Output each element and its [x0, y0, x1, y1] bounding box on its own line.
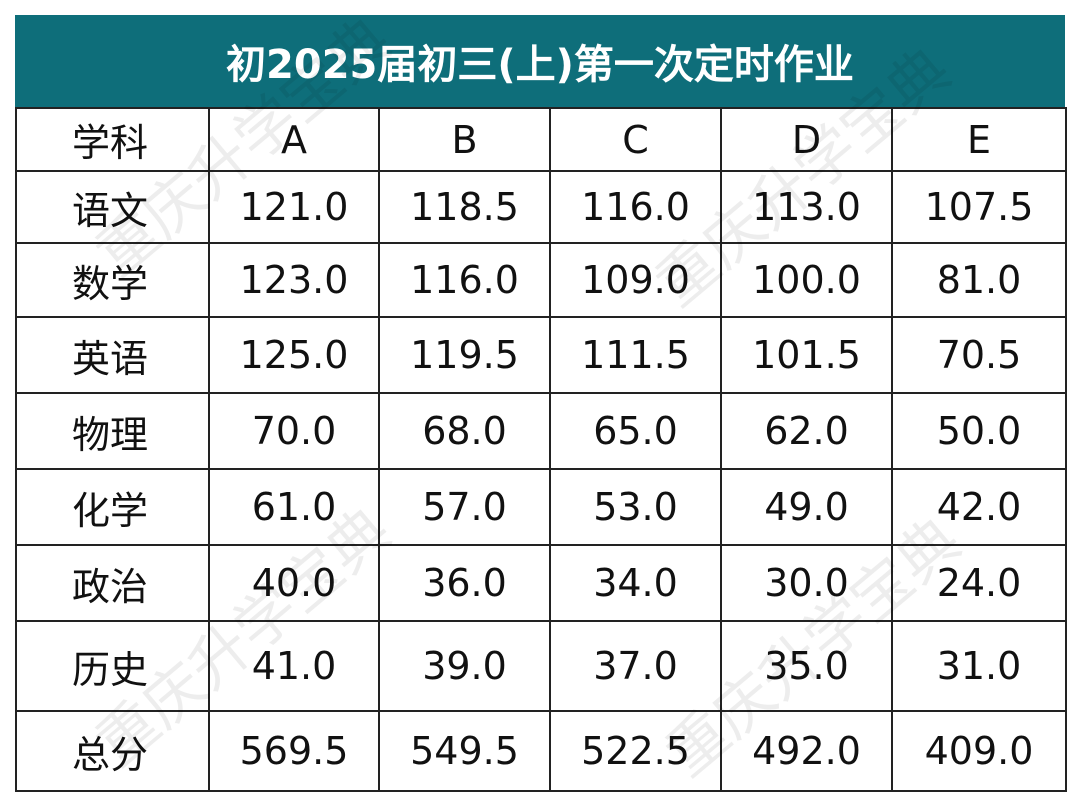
row-label: 语文	[15, 170, 210, 244]
data-row: 数学 123.0 116.0 109.0 100.0 81.0	[15, 242, 1067, 318]
cell: 549.5	[378, 710, 551, 792]
row-label: 总分	[15, 710, 210, 792]
cell: 39.0	[378, 620, 551, 712]
cell: 492.0	[720, 710, 893, 792]
cell: 100.0	[720, 242, 893, 318]
row-label: 英语	[15, 316, 210, 394]
cell: 24.0	[891, 544, 1067, 622]
cell: 107.5	[891, 170, 1067, 244]
cell: 109.0	[549, 242, 722, 318]
data-row: 政治 40.0 36.0 34.0 30.0 24.0	[15, 544, 1067, 622]
cell: 101.5	[720, 316, 893, 394]
cell: C	[549, 107, 722, 172]
cell: 409.0	[891, 710, 1067, 792]
data-row: 总分 569.5 549.5 522.5 492.0 409.0	[15, 710, 1067, 792]
cell: 125.0	[208, 316, 380, 394]
cell: 35.0	[720, 620, 893, 712]
row-label: 学科	[15, 107, 210, 172]
cell: 50.0	[891, 392, 1067, 470]
data-row: 历史 41.0 39.0 37.0 35.0 31.0	[15, 620, 1067, 712]
cell: 65.0	[549, 392, 722, 470]
row-label: 历史	[15, 620, 210, 712]
cell: 116.0	[378, 242, 551, 318]
cell: B	[378, 107, 551, 172]
cell: 49.0	[720, 468, 893, 546]
cell: 70.5	[891, 316, 1067, 394]
title: 初2025届初三(上)第一次定时作业	[15, 15, 1065, 107]
data-row: 物理 70.0 68.0 65.0 62.0 50.0	[15, 392, 1067, 470]
cell: 57.0	[378, 468, 551, 546]
cell: 118.5	[378, 170, 551, 244]
cell: 40.0	[208, 544, 380, 622]
cell: 68.0	[378, 392, 551, 470]
row-label: 政治	[15, 544, 210, 622]
cell: 116.0	[549, 170, 722, 244]
cell: 62.0	[720, 392, 893, 470]
cell: 123.0	[208, 242, 380, 318]
data-row: 语文 121.0 118.5 116.0 113.0 107.5	[15, 170, 1067, 244]
cell: 522.5	[549, 710, 722, 792]
cell: 36.0	[378, 544, 551, 622]
cell: 34.0	[549, 544, 722, 622]
header-row: 学科 A B C D E	[15, 107, 1067, 172]
score-table: 学科 A B C D E 语文 121.0 118.5 116.0 113.0 107.5 数学 123.…	[15, 107, 1067, 792]
cell: E	[891, 107, 1067, 172]
cell: 61.0	[208, 468, 380, 546]
cell: 121.0	[208, 170, 380, 244]
cell: 37.0	[549, 620, 722, 712]
cell: 31.0	[891, 620, 1067, 712]
row-label: 化学	[15, 468, 210, 546]
row-label: 数学	[15, 242, 210, 318]
cell: D	[720, 107, 893, 172]
cell: 111.5	[549, 316, 722, 394]
cell: 81.0	[891, 242, 1067, 318]
cell: 41.0	[208, 620, 380, 712]
data-row: 化学 61.0 57.0 53.0 49.0 42.0	[15, 468, 1067, 546]
cell: 119.5	[378, 316, 551, 394]
row-label: 物理	[15, 392, 210, 470]
cell: 569.5	[208, 710, 380, 792]
cell: 70.0	[208, 392, 380, 470]
data-row: 英语 125.0 119.5 111.5 101.5 70.5	[15, 316, 1067, 394]
cell: 42.0	[891, 468, 1067, 546]
cell: 30.0	[720, 544, 893, 622]
cell: 113.0	[720, 170, 893, 244]
cell: A	[208, 107, 380, 172]
cell: 53.0	[549, 468, 722, 546]
